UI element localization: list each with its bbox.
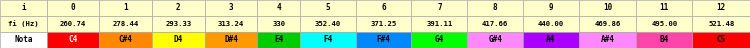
Text: F4: F4	[323, 36, 332, 44]
Text: 11: 11	[660, 4, 669, 12]
Bar	[467, 16, 523, 32]
Bar	[412, 0, 467, 16]
Bar	[205, 32, 257, 48]
Bar	[356, 0, 412, 16]
Text: D#4: D#4	[224, 36, 238, 44]
Text: 1: 1	[123, 4, 128, 12]
Bar	[412, 32, 467, 48]
Text: 8: 8	[493, 4, 497, 12]
Bar	[467, 0, 523, 16]
Bar	[579, 32, 637, 48]
Bar	[523, 32, 579, 48]
Bar	[300, 32, 355, 48]
Bar	[257, 32, 300, 48]
Bar	[692, 32, 750, 48]
Bar	[46, 0, 99, 16]
Bar	[300, 0, 355, 16]
Text: 4: 4	[277, 4, 281, 12]
Bar	[46, 16, 99, 32]
Bar	[99, 0, 152, 16]
Text: 7: 7	[437, 4, 442, 12]
Bar	[467, 32, 523, 48]
Text: D4: D4	[174, 36, 183, 44]
Bar	[637, 0, 692, 16]
Bar	[205, 0, 257, 16]
Text: A#4: A#4	[601, 36, 614, 44]
Bar	[152, 0, 205, 16]
Text: G#4: G#4	[488, 36, 502, 44]
Text: G4: G4	[435, 36, 444, 44]
Text: 391.11: 391.11	[426, 21, 452, 27]
Text: 440.00: 440.00	[538, 21, 564, 27]
Bar	[523, 0, 579, 16]
Text: E4: E4	[274, 36, 284, 44]
Bar	[0, 16, 46, 32]
Text: C5: C5	[716, 36, 726, 44]
Bar	[0, 32, 46, 48]
Text: 293.33: 293.33	[165, 21, 191, 27]
Bar	[0, 0, 46, 16]
Bar	[412, 16, 467, 32]
Bar	[152, 32, 205, 48]
Text: 6: 6	[381, 4, 386, 12]
Text: 278.44: 278.44	[112, 21, 139, 27]
Text: 417.66: 417.66	[482, 21, 508, 27]
Bar	[99, 16, 152, 32]
Text: 2: 2	[176, 4, 181, 12]
Text: F#4: F#4	[376, 36, 391, 44]
Text: A4: A4	[546, 36, 556, 44]
Text: 352.40: 352.40	[315, 21, 341, 27]
Text: 330: 330	[272, 21, 285, 27]
Bar	[356, 32, 412, 48]
Bar	[523, 16, 579, 32]
Bar	[300, 16, 355, 32]
Text: B4: B4	[660, 36, 669, 44]
Text: C4: C4	[68, 36, 77, 44]
Bar	[99, 32, 152, 48]
Bar	[46, 32, 99, 48]
Bar	[579, 16, 637, 32]
Bar	[692, 16, 750, 32]
Text: 0: 0	[70, 4, 75, 12]
Text: 521.48: 521.48	[708, 21, 734, 27]
Bar	[692, 0, 750, 16]
Text: i: i	[21, 4, 26, 12]
Text: 469.86: 469.86	[595, 21, 621, 27]
Text: 313.24: 313.24	[218, 21, 244, 27]
Text: C#4: C#4	[118, 36, 133, 44]
Bar	[637, 32, 692, 48]
Bar	[152, 16, 205, 32]
Bar	[637, 16, 692, 32]
Bar	[356, 16, 412, 32]
Text: 9: 9	[548, 4, 554, 12]
Text: fi (Hz): fi (Hz)	[8, 21, 38, 27]
Text: 3: 3	[229, 4, 233, 12]
Text: Nota: Nota	[14, 36, 32, 44]
Bar	[579, 0, 637, 16]
Text: 371.25: 371.25	[370, 21, 397, 27]
Text: 12: 12	[716, 4, 726, 12]
Bar	[205, 16, 257, 32]
Bar	[257, 16, 300, 32]
Text: 260.74: 260.74	[60, 21, 86, 27]
Bar	[257, 0, 300, 16]
Text: 5: 5	[326, 4, 330, 12]
Text: 10: 10	[603, 4, 612, 12]
Text: 495.00: 495.00	[651, 21, 677, 27]
